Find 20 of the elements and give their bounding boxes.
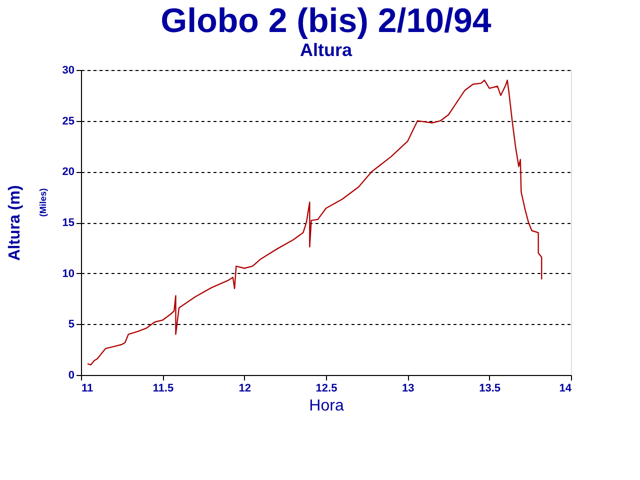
chart-title: Globo 2 (bis) 2/10/94 xyxy=(160,2,492,40)
y-tick-label: 30 xyxy=(62,64,74,76)
x-tick-label: 11.5 xyxy=(152,382,174,394)
y-axis-title: Altura (m) xyxy=(6,185,24,261)
y-tick-label: 25 xyxy=(62,115,74,128)
x-tick-label: 12.5 xyxy=(316,382,338,394)
x-tick-label: 11 xyxy=(82,382,94,394)
y-tick-label: 20 xyxy=(62,166,74,178)
line-series xyxy=(86,80,542,366)
text: (Miles) xyxy=(38,188,48,217)
y-tick-label: 5 xyxy=(68,318,74,331)
x-axis-title: Hora xyxy=(309,398,344,414)
y-tick-label: 10 xyxy=(62,268,74,280)
chart-subtitle: Altura xyxy=(300,40,353,60)
x-tick-label: 13 xyxy=(402,382,414,394)
x-tick-label: 12 xyxy=(238,382,251,394)
y-tick-label: 15 xyxy=(62,217,74,229)
x-tick-label: 14 xyxy=(559,382,572,394)
x-tick-label: 13.5 xyxy=(479,382,501,394)
y-tick-label: 0 xyxy=(68,370,74,382)
